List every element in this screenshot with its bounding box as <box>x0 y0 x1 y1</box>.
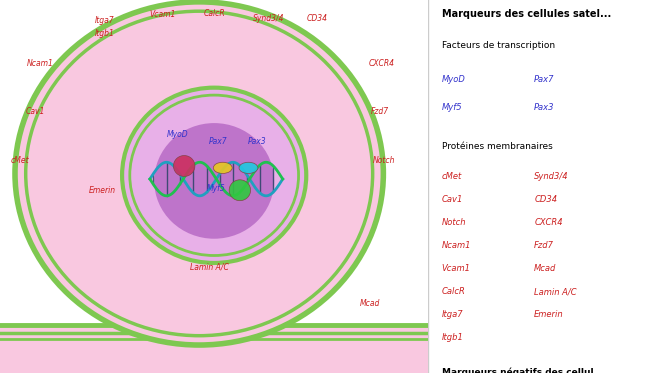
Text: Fzd7: Fzd7 <box>371 107 389 116</box>
Text: Lamin A/C: Lamin A/C <box>190 262 229 271</box>
Text: MyoD: MyoD <box>441 75 465 84</box>
Text: cMet: cMet <box>441 172 462 181</box>
Text: Notch: Notch <box>373 156 395 165</box>
Text: Vcam1: Vcam1 <box>441 264 471 273</box>
Text: Synd3/4: Synd3/4 <box>253 14 285 23</box>
Text: Lamin A/C: Lamin A/C <box>534 287 577 296</box>
Text: Cav1: Cav1 <box>25 107 45 116</box>
Text: CalcR: CalcR <box>203 9 225 18</box>
FancyBboxPatch shape <box>0 326 428 373</box>
Text: Mcad: Mcad <box>360 300 380 308</box>
Text: CXCR4: CXCR4 <box>534 218 563 227</box>
Text: Pax7: Pax7 <box>534 75 555 84</box>
Ellipse shape <box>239 162 258 173</box>
Text: Protéines membranaires: Protéines membranaires <box>441 142 552 151</box>
Text: CD34: CD34 <box>534 195 557 204</box>
Text: Synd3/4: Synd3/4 <box>534 172 569 181</box>
Text: CD34: CD34 <box>306 14 328 23</box>
Ellipse shape <box>154 123 274 239</box>
Text: Fzd7: Fzd7 <box>534 241 554 250</box>
Text: Vcam1: Vcam1 <box>149 10 176 19</box>
Text: MyoD: MyoD <box>167 130 189 139</box>
Text: Pax3: Pax3 <box>534 103 555 112</box>
Text: Myf5: Myf5 <box>207 184 226 193</box>
Text: Pax3: Pax3 <box>248 137 266 146</box>
Text: Marqueurs négatifs des cellul...: Marqueurs négatifs des cellul... <box>441 368 604 373</box>
Text: Itgb1: Itgb1 <box>95 29 115 38</box>
Text: Ncam1: Ncam1 <box>27 59 53 68</box>
Ellipse shape <box>214 162 232 173</box>
Text: Cav1: Cav1 <box>441 195 463 204</box>
Text: Marqueurs des cellules satel...: Marqueurs des cellules satel... <box>441 9 611 19</box>
Text: Itga7: Itga7 <box>441 310 463 319</box>
Text: Notch: Notch <box>441 218 466 227</box>
Ellipse shape <box>122 88 306 263</box>
Ellipse shape <box>173 156 195 176</box>
Text: Ncam1: Ncam1 <box>441 241 471 250</box>
Ellipse shape <box>229 180 251 201</box>
Text: Emerin: Emerin <box>534 310 564 319</box>
Ellipse shape <box>15 2 384 345</box>
Text: Mcad: Mcad <box>534 264 557 273</box>
Text: Itgb1: Itgb1 <box>441 333 463 342</box>
Text: Facteurs de transcription: Facteurs de transcription <box>441 41 555 50</box>
Text: Itga7: Itga7 <box>95 16 115 25</box>
Text: CalcR: CalcR <box>441 287 465 296</box>
Text: Pax7: Pax7 <box>209 137 228 146</box>
Text: CXCR4: CXCR4 <box>369 59 395 68</box>
Text: Myf5: Myf5 <box>441 103 462 112</box>
Text: Emerin: Emerin <box>88 186 116 195</box>
Text: cMet: cMet <box>10 156 29 165</box>
